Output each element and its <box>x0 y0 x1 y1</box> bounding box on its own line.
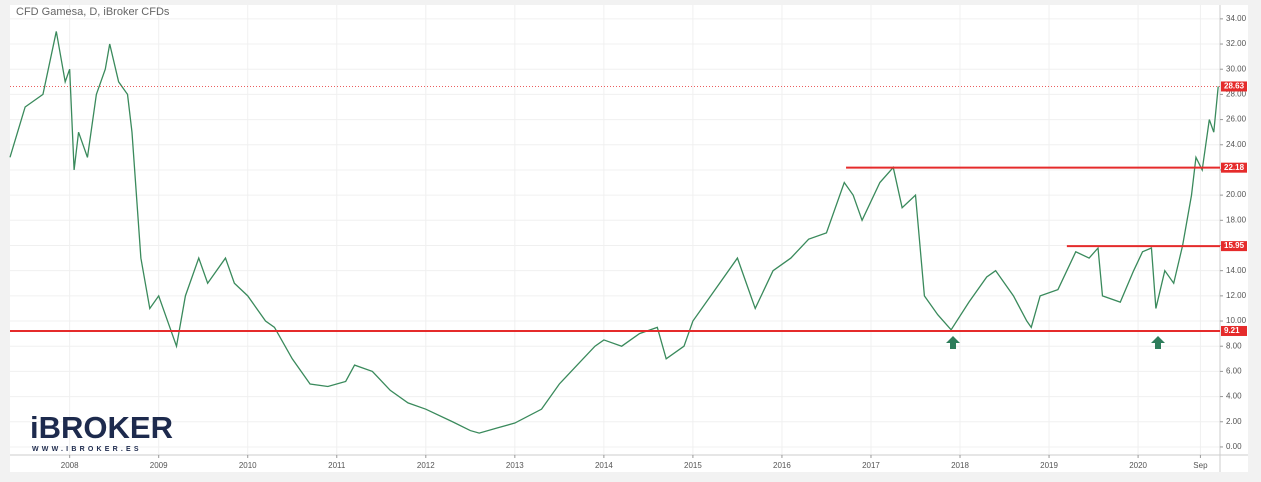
y-tick-label: 8.00 <box>1226 341 1242 350</box>
x-tick-label: 2008 <box>61 461 79 470</box>
y-tick-label: 24.00 <box>1226 140 1247 149</box>
y-tick-label: 26.00 <box>1226 115 1247 124</box>
y-tick-label: 30.00 <box>1226 64 1247 73</box>
price-level-tag <box>1221 241 1247 252</box>
price-level-label: 22.18 <box>1224 163 1245 172</box>
grid <box>10 5 1220 455</box>
y-tick-label: 28.00 <box>1226 90 1247 99</box>
price-level-label: 9.21 <box>1224 326 1240 335</box>
y-tick-label: 32.00 <box>1226 39 1247 48</box>
x-tick-label: 2016 <box>773 461 791 470</box>
price-level-tag <box>1221 162 1247 173</box>
last-price-label: 28.63 <box>1224 82 1245 91</box>
x-tick-label: 2013 <box>506 461 524 470</box>
x-tick-label: 2017 <box>862 461 880 470</box>
chart-background <box>10 5 1248 472</box>
y-tick-label: 12.00 <box>1226 291 1247 300</box>
brand-logo: iBROKER <box>30 410 173 445</box>
y-tick-label: 34.00 <box>1226 14 1247 23</box>
x-tick-label: 2010 <box>239 461 257 470</box>
x-tick-label: 2014 <box>595 461 613 470</box>
price-level-label: 15.95 <box>1224 241 1245 250</box>
y-tick-label: 10.00 <box>1226 316 1247 325</box>
last-price-tag <box>1221 81 1247 92</box>
y-tick-label: 14.00 <box>1226 266 1247 275</box>
x-tick-label: 2015 <box>684 461 702 470</box>
y-tick-label: 4.00 <box>1226 392 1242 401</box>
arrow-up <box>1151 336 1165 349</box>
arrow-up <box>946 336 960 349</box>
x-tick-label: 2009 <box>150 461 168 470</box>
x-tick-label: Sep <box>1193 461 1208 470</box>
y-tick-label: 18.00 <box>1226 215 1247 224</box>
y-tick-label: 0.00 <box>1226 442 1242 451</box>
x-tick-label: 2019 <box>1040 461 1058 470</box>
y-tick-label: 2.00 <box>1226 417 1242 426</box>
x-tick-label: 2020 <box>1129 461 1147 470</box>
y-tick-label: 6.00 <box>1226 367 1242 376</box>
price-level-tag <box>1221 325 1247 336</box>
chart-title: CFD Gamesa, D, iBroker CFDs <box>16 6 170 18</box>
brand-url: WWW.IBROKER.ES <box>32 446 142 453</box>
x-tick-label: 2011 <box>328 461 346 470</box>
x-tick-label: 2012 <box>417 461 435 470</box>
y-tick-label: 20.00 <box>1226 190 1247 199</box>
x-tick-label: 2018 <box>951 461 969 470</box>
